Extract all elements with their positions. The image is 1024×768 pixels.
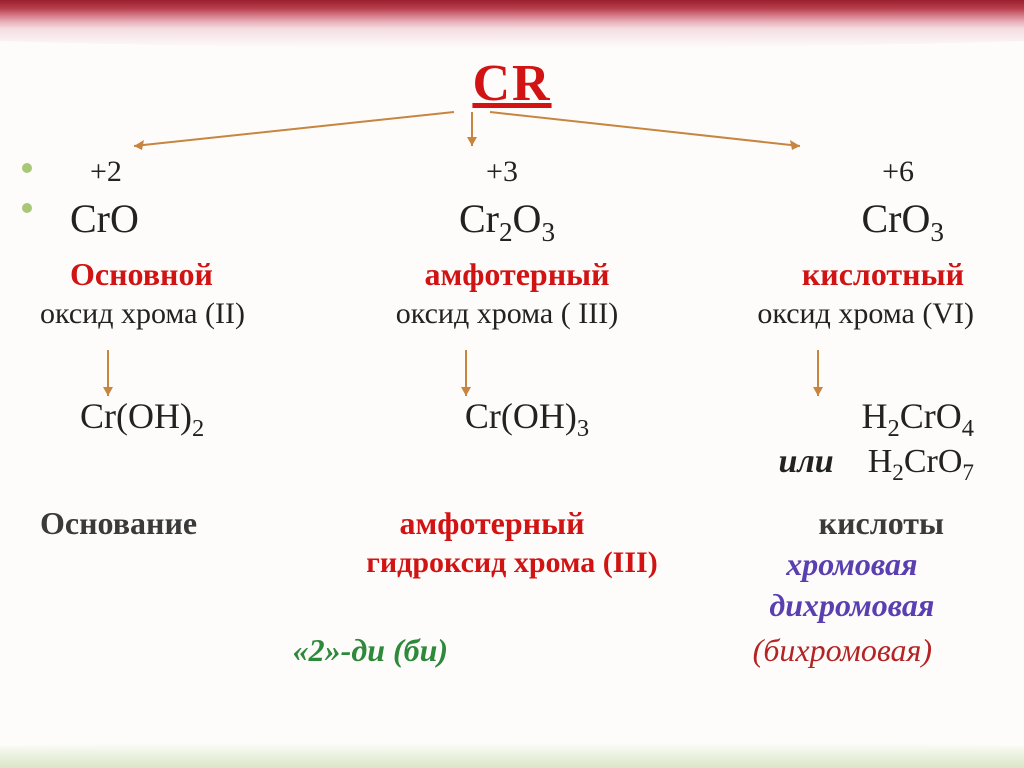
part: CrO [900,396,962,436]
name-bichrom: (бихромовая) [701,632,984,669]
sub: 7 [962,460,974,486]
part: CrO [904,443,963,480]
hydroxide-row: Cr(OH)2 Cr(OH)3 H2CrO4 [40,395,984,443]
oxide-names-row: оксид хрома (II) оксид хрома ( III) окси… [40,297,984,331]
sub: 2 [192,415,204,442]
name-dichromic: дихромовая [720,587,984,624]
ox-state-3: +3 [365,155,640,189]
oxide-name-2: оксид хрома (II) [40,297,351,331]
hydrox-cat-amphoteric: амфотерный [341,505,642,542]
arrows-from-title [0,110,944,154]
oxide-category-row: Основной амфотерный кислотный [40,256,984,293]
ox-state-6: +6 [639,155,984,189]
or-label: или [778,443,833,480]
names-row-3: «2»-ди (би) (бихромовая) [40,632,984,669]
part: O [513,196,542,241]
part: CrO [862,196,931,241]
part: Cr(OH) [465,396,577,436]
part: H [862,396,888,436]
hydroxide-category-row: Основание амфотерный кислоты [40,505,984,542]
oxide-name-6: оксид хрома (VI) [663,297,984,331]
part: Cr [459,196,499,241]
sub: 2 [888,415,900,442]
bullet-icon [22,163,32,173]
top-decorative-band [0,0,1024,48]
name-croh3: гидроксид хрома (III) [304,546,719,583]
part: Cr(OH) [80,396,192,436]
formula-cro3: CrO3 [653,195,984,248]
title: CR [40,54,984,113]
prefix-di: «2»-ди (би) [210,632,531,669]
sub: 2 [892,460,904,486]
oxide-name-3: оксид хрома ( III) [351,297,662,331]
hydrox-cat-acidic: кислоты [643,505,984,542]
formula-cro: CrO [40,195,361,248]
formula-cr2o3: Cr2O3 [361,195,652,248]
cat-acidic: кислотный [666,256,984,293]
sub: 4 [962,415,974,442]
bullet-icon [22,203,32,213]
name-chromic: хромовая [720,546,984,583]
oxidation-states-row: +2 +3 +6 [40,155,984,189]
sub: 3 [541,217,555,247]
sub: 3 [577,415,589,442]
sub: 3 [930,217,944,247]
cat-basic: Основной [40,256,368,293]
ox-state-2: +2 [40,155,365,189]
sub: 2 [499,217,513,247]
formula-h2cro7: или H2CrO7 [663,443,984,487]
slide-content: CR +2 +3 +6 CrO Cr2O3 CrO3 Осно [0,54,1024,738]
cat-amphoteric: амфотерный [368,256,666,293]
alt-acid-row: или H2CrO7 [40,443,984,487]
names-row-1: гидроксид хрома (III) хромовая [40,546,984,583]
oxide-formulas-row: CrO Cr2O3 CrO3 [40,195,984,248]
formula-croh2: Cr(OH)2 [40,395,378,443]
bottom-decorative-band [0,742,1024,768]
names-row-2: дихромовая [40,587,984,624]
part: H [868,443,893,480]
formula-h2cro4: H2CrO4 [676,395,984,443]
hydrox-cat-basic: Основание [40,505,341,542]
formula-croh3: Cr(OH)3 [378,395,676,443]
